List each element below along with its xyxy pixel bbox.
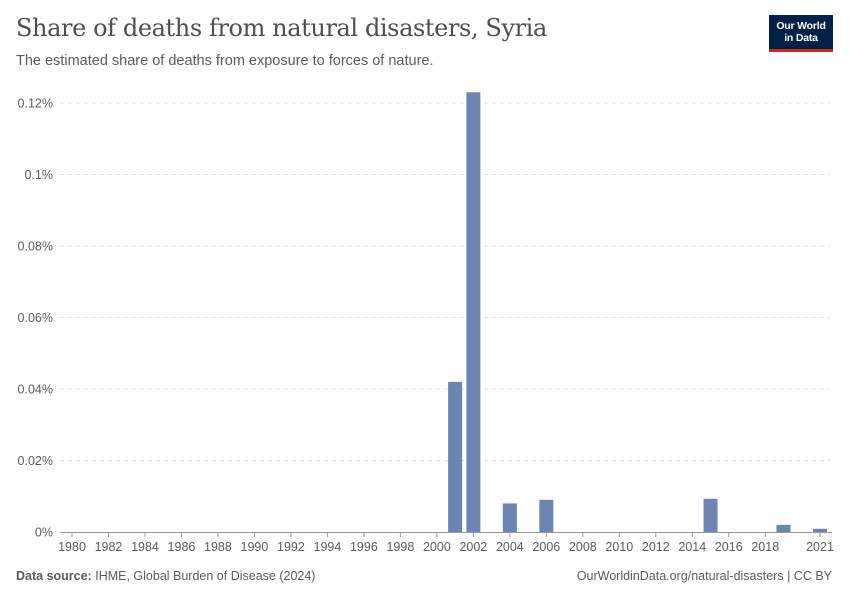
x-tick-label: 1996 bbox=[350, 540, 378, 554]
x-tick-label: 1994 bbox=[314, 540, 342, 554]
y-tick-label: 0.08% bbox=[18, 240, 53, 254]
logo-line-1: Our World bbox=[776, 20, 826, 32]
x-tick-label: 2006 bbox=[532, 540, 560, 554]
bar-2015[interactable] bbox=[703, 498, 718, 532]
bar-2019[interactable] bbox=[776, 524, 791, 532]
chart-subtitle: The estimated share of deaths from expos… bbox=[16, 53, 434, 69]
x-tick-label: 1984 bbox=[131, 540, 159, 554]
x-tick-label: 1988 bbox=[204, 540, 232, 554]
data-source-text: IHME, Global Burden of Disease (2024) bbox=[95, 569, 316, 583]
logo-line-2: in Data bbox=[784, 32, 818, 44]
x-tick-label: 2002 bbox=[459, 540, 487, 554]
bar-2006[interactable] bbox=[539, 499, 554, 532]
x-tick-label: 2021 bbox=[806, 540, 834, 554]
x-tick-label: 2004 bbox=[496, 540, 524, 554]
x-tick-label: 2012 bbox=[642, 540, 670, 554]
data-source: Data source: IHME, Global Burden of Dise… bbox=[16, 569, 315, 583]
y-tick-label: 0.12% bbox=[18, 97, 53, 111]
data-source-label: Data source: bbox=[16, 569, 92, 583]
y-axis-labels: 0% 0.02% 0.04% 0.06% 0.08% 0.1% 0.12% bbox=[18, 97, 53, 540]
x-tick-label: 1998 bbox=[386, 540, 414, 554]
bar-2021[interactable] bbox=[813, 528, 827, 532]
chart-title: Share of deaths from natural disasters, … bbox=[16, 14, 547, 42]
bars bbox=[448, 92, 827, 533]
source-url-link[interactable]: OurWorldinData.org/natural-disasters | C… bbox=[576, 569, 832, 583]
x-axis bbox=[60, 532, 832, 537]
gridlines bbox=[60, 102, 830, 461]
x-tick-label: 2018 bbox=[751, 540, 779, 554]
x-tick-label: 1982 bbox=[95, 540, 123, 554]
x-tick-label: 2000 bbox=[423, 540, 451, 554]
y-tick-label: 0.02% bbox=[18, 454, 53, 468]
x-tick-label: 1990 bbox=[241, 540, 269, 554]
x-axis-labels: 1980 1982 1984 1986 1988 1990 1992 1994 1996 1998… bbox=[58, 540, 834, 554]
y-tick-label: 0% bbox=[35, 526, 53, 540]
owid-logo[interactable]: Our World in Data bbox=[769, 15, 833, 52]
bar-2002[interactable] bbox=[466, 92, 481, 533]
y-tick-label: 0.04% bbox=[18, 383, 53, 397]
x-tick-label: 1992 bbox=[277, 540, 305, 554]
bar-2004[interactable] bbox=[502, 503, 517, 532]
x-tick-label: 2014 bbox=[678, 540, 706, 554]
x-tick-label: 2016 bbox=[715, 540, 743, 554]
x-tick-label: 1980 bbox=[58, 540, 86, 554]
y-tick-label: 0.1% bbox=[25, 168, 54, 182]
x-tick-label: 1986 bbox=[168, 540, 196, 554]
y-tick-label: 0.06% bbox=[18, 311, 53, 325]
x-tick-label: 2008 bbox=[569, 540, 597, 554]
bar-2001[interactable] bbox=[448, 381, 463, 532]
x-tick-label: 2010 bbox=[605, 540, 633, 554]
